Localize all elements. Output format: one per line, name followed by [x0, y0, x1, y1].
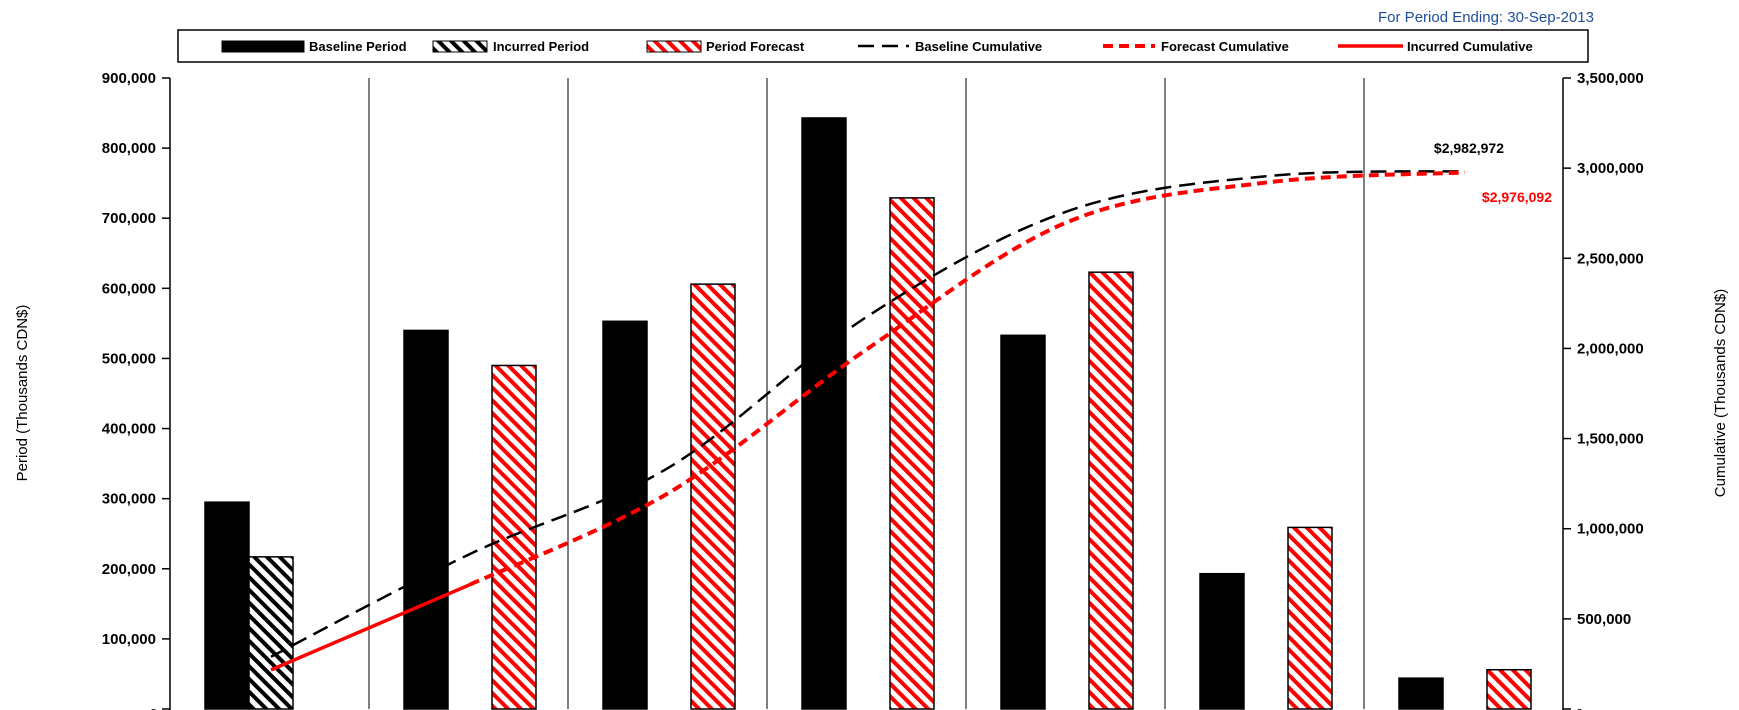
- left-tick-label: 900,000: [102, 70, 156, 87]
- bar-period-forecast: [1486, 668, 1532, 710]
- right-tick-label: 3,000,000: [1577, 160, 1644, 177]
- bar-period-forecast: [690, 283, 736, 710]
- bars: [204, 117, 1532, 710]
- legend-item-incurred-cumulative: Incurred Cumulative: [1338, 39, 1533, 54]
- left-tick-label: 200,000: [102, 561, 156, 578]
- bar-baseline-period: [1000, 334, 1046, 710]
- legend: Baseline Period Incurred Period Period For…: [177, 29, 1589, 63]
- line-forecast-cumulative: [469, 170, 1466, 587]
- left-tick-label: 300,000: [102, 491, 156, 508]
- legend-item-forecast-cumulative: Forecast Cumulative: [1103, 39, 1289, 54]
- cumulative-lines: [270, 169, 1466, 672]
- legend-swatch: [221, 40, 305, 53]
- legend-swatch: [432, 40, 488, 53]
- bar-period-forecast: [1088, 271, 1134, 710]
- legend-swatch: [646, 40, 702, 53]
- end-labels: $2,982,972 $2,976,092: [1434, 140, 1552, 205]
- legend-item-period-forecast: Period Forecast: [646, 39, 805, 54]
- legend-label: Incurred Cumulative: [1407, 39, 1533, 54]
- y-axis-right-title: Cumulative (Thousands CDN$): [1712, 289, 1729, 497]
- left-tick-label: 700,000: [102, 210, 156, 227]
- end-label-forecast-cumulative: $2,976,092: [1482, 189, 1552, 205]
- bar-period-forecast: [491, 364, 537, 710]
- left-tick-label: 800,000: [102, 140, 156, 157]
- legend-label: Forecast Cumulative: [1161, 39, 1289, 54]
- bar-baseline-period: [602, 320, 648, 710]
- bar-baseline-period: [204, 501, 250, 710]
- legend-item-baseline-period: Baseline Period: [221, 39, 407, 54]
- right-tick-label: 2,500,000: [1577, 250, 1644, 267]
- right-tick-label: -: [1577, 701, 1582, 710]
- left-tick-label: -: [151, 701, 156, 710]
- line-baseline-cumulative: [270, 169, 1466, 658]
- period-ending-label: For Period Ending: 30-Sep-2013: [1378, 9, 1594, 26]
- right-tick-label: 2,000,000: [1577, 340, 1644, 357]
- line-incurred-cumulative: [270, 582, 471, 672]
- legend-label: Baseline Period: [309, 39, 407, 54]
- bar-period-forecast: [1287, 526, 1333, 710]
- left-tick-label: 400,000: [102, 421, 156, 438]
- right-tick-label: 3,500,000: [1577, 70, 1644, 87]
- y-axis-left-title: Period (Thousands CDN$): [14, 305, 31, 482]
- legend-label: Incurred Period: [493, 39, 589, 54]
- right-tick-label: 1,500,000: [1577, 431, 1644, 448]
- left-tick-label: 600,000: [102, 280, 156, 297]
- right-tick-label: 1,000,000: [1577, 521, 1644, 538]
- bar-incurred-period: [248, 556, 294, 710]
- axes: - 100,000 200,000 300,000 400,000 500,000 600,…: [102, 70, 1644, 710]
- bar-baseline-period: [1398, 677, 1444, 710]
- end-label-baseline-cumulative: $2,982,972: [1434, 140, 1504, 156]
- right-tick-label: 500,000: [1577, 611, 1631, 628]
- bar-baseline-period: [801, 117, 847, 710]
- left-tick-label: 100,000: [102, 631, 156, 648]
- legend-label: Baseline Cumulative: [915, 39, 1042, 54]
- legend-item-baseline-cumulative: Baseline Cumulative: [858, 39, 1042, 54]
- bar-baseline-period: [403, 329, 449, 710]
- bar-period-forecast: [889, 197, 935, 710]
- left-tick-label: 500,000: [102, 350, 156, 367]
- legend-item-incurred-period: Incurred Period: [432, 39, 589, 54]
- bar-baseline-period: [1199, 572, 1245, 710]
- legend-label: Period Forecast: [706, 39, 805, 54]
